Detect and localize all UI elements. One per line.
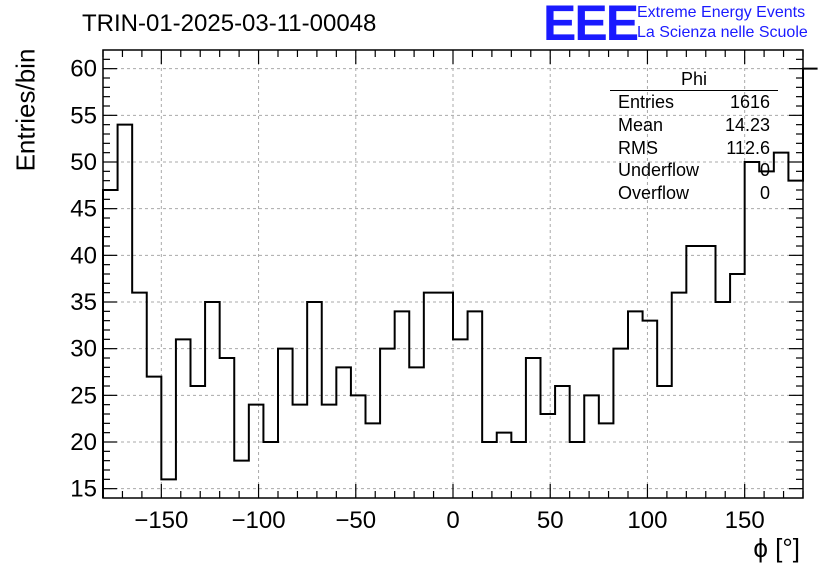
stats-label: Mean (618, 114, 664, 135)
histogram-bin (482, 442, 497, 498)
y-axis-label: Entries/bin (10, 48, 41, 172)
histogram-bin (686, 246, 701, 498)
histogram-bin (395, 311, 410, 498)
y-tick-label: 60 (70, 56, 97, 83)
x-tick-label: 0 (446, 507, 459, 534)
stats-value: 0 (759, 160, 770, 181)
stats-value: 112.6 (726, 137, 770, 158)
histogram-line (102, 67, 818, 498)
histogram-bin (409, 367, 424, 498)
stats-label: RMS (618, 137, 658, 158)
chart-title: TRIN-01-2025-03-11-00048 (82, 10, 377, 37)
histogram-bin (293, 405, 308, 498)
histogram-bin (759, 171, 774, 498)
histogram-bin (118, 125, 133, 498)
histogram-bin (234, 461, 249, 498)
histogram-bin (278, 349, 293, 498)
histogram-bin (672, 293, 687, 498)
stats-row: Mean 14.23 (610, 114, 778, 137)
histogram-bin (147, 377, 162, 498)
eee-logo: EEE (543, 0, 639, 51)
histogram-bin (307, 302, 322, 498)
histogram-bin (701, 246, 716, 498)
stats-value: 0 (759, 183, 770, 204)
stats-row: RMS 112.6 (610, 137, 778, 160)
y-tick-label: 45 (70, 196, 97, 223)
stats-value: 14.23 (724, 114, 770, 135)
histogram-bin (803, 69, 818, 498)
y-tick-label: 25 (70, 382, 97, 409)
histogram-bin (249, 405, 264, 498)
axis-tick-labels: −150 −100 −50 0 50 100 150 15 20 25 30 35 40 45 50 55 60 (70, 56, 764, 534)
y-tick-label: 20 (70, 429, 97, 456)
histogram-bin (555, 386, 570, 498)
histogram-bin (716, 302, 731, 498)
y-tick-label: 40 (70, 242, 97, 269)
histogram-bin (438, 293, 453, 498)
histogram-bin (380, 349, 395, 498)
histogram-series (102, 67, 818, 498)
histogram-bin (526, 358, 541, 498)
histogram-bin (730, 274, 745, 498)
x-tick-label: 150 (725, 507, 765, 534)
histogram-bin (336, 367, 351, 498)
histogram-bin (745, 162, 760, 498)
y-tick-label: 35 (70, 289, 97, 316)
stats-label: Overflow (618, 183, 690, 204)
histogram-bin (453, 339, 468, 498)
histogram-bin (366, 423, 381, 498)
histogram-bin (205, 302, 220, 498)
stats-label: Entries (618, 92, 675, 112)
y-tick-label: 15 (70, 476, 97, 503)
histogram-bin (643, 321, 658, 498)
y-tick-label: 30 (70, 336, 97, 363)
histogram-bin (541, 414, 556, 498)
histogram-bin (584, 395, 599, 498)
stats-row: Underflow 0 (610, 159, 778, 182)
histogram-bin (511, 442, 526, 498)
histogram-bin (351, 395, 366, 498)
stats-row: Entries 1616 (610, 91, 778, 114)
logo-line-2: La Scienza nelle Scuole (637, 24, 808, 41)
stats-value: 1616 (729, 92, 770, 112)
x-tick-label: 100 (627, 507, 667, 534)
histogram-bin (220, 358, 235, 498)
histogram-bin (468, 311, 483, 498)
y-tick-label: 50 (70, 149, 97, 176)
histogram-bin (263, 442, 278, 498)
histogram-bin (570, 442, 585, 498)
stats-row: Overflow 0 (610, 182, 778, 205)
y-tick-label: 55 (70, 102, 97, 129)
x-tick-label: −150 (134, 507, 188, 534)
histogram-bin (191, 386, 206, 498)
histogram-bin (599, 423, 614, 498)
x-axis-label: ϕ [°] (753, 533, 800, 563)
stats-title: Phi (610, 68, 778, 91)
x-tick-label: −50 (335, 507, 376, 534)
axis-ticks (102, 50, 804, 498)
histogram-bin (322, 405, 337, 498)
histogram-bin (176, 339, 191, 498)
histogram-bin (132, 293, 147, 498)
histogram-bin (424, 293, 439, 498)
stats-label: Underflow (618, 160, 700, 181)
histogram-bin (657, 386, 672, 498)
logo-line-1: Extreme Energy Events (637, 4, 806, 21)
x-tick-label: 50 (537, 507, 564, 534)
stats-box: Phi Entries 1616 Mean 14.23 RMS 112.6 Un… (610, 68, 778, 205)
x-tick-label: −100 (232, 507, 286, 534)
histogram-bin (161, 479, 176, 498)
histogram-bin (613, 349, 628, 498)
histogram-bin (628, 311, 643, 498)
histogram-bin (497, 433, 512, 498)
